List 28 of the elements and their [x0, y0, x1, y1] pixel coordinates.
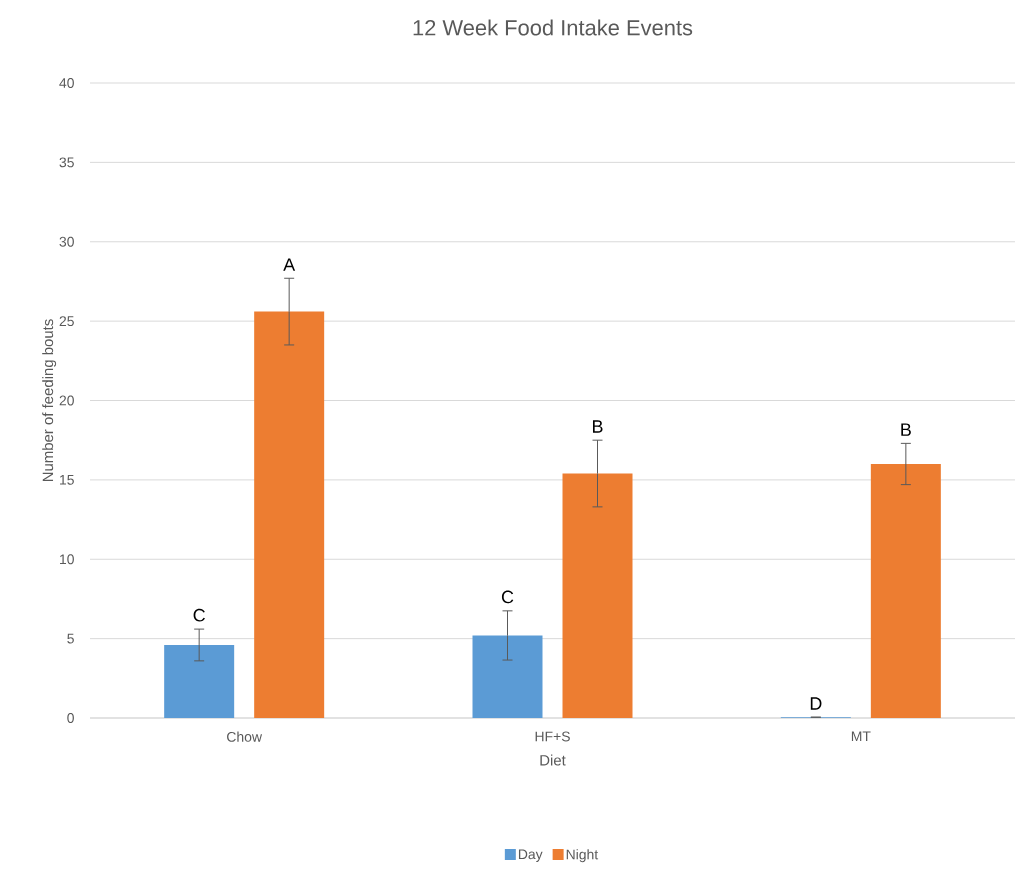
y-tick-label: 25 — [59, 316, 74, 327]
bar — [254, 311, 325, 718]
x-axis-title: Diet — [540, 754, 566, 766]
legend-label: Night — [566, 849, 599, 863]
x-tick-label: HF+S — [535, 731, 570, 742]
chart-title: 12 Week Food Intake Events — [413, 19, 693, 36]
bar — [472, 635, 543, 718]
data-label: C — [501, 590, 514, 604]
y-tick-label: 40 — [59, 78, 74, 88]
y-tick-label: 15 — [60, 475, 74, 485]
x-tick-label: MT — [851, 731, 871, 742]
legend-label: Day — [518, 849, 543, 862]
bar — [870, 464, 941, 718]
data-label: D — [810, 697, 822, 710]
bar — [562, 473, 633, 718]
y-tick-label: 20 — [59, 395, 74, 406]
y-tick-label: 30 — [59, 236, 74, 247]
data-label: C — [193, 608, 205, 622]
y-tick-label: 35 — [59, 157, 74, 168]
y-tick-label: 0 — [67, 713, 74, 723]
y-axis-title: Number of feeding bouts — [42, 319, 57, 482]
bar — [164, 644, 235, 718]
x-tick-label: Chow — [227, 731, 263, 742]
data-label: B — [592, 420, 603, 433]
y-tick-label: 10 — [60, 554, 74, 565]
data-label: A — [283, 258, 296, 271]
y-tick-label: 5 — [67, 633, 74, 644]
data-label: B — [901, 423, 911, 436]
